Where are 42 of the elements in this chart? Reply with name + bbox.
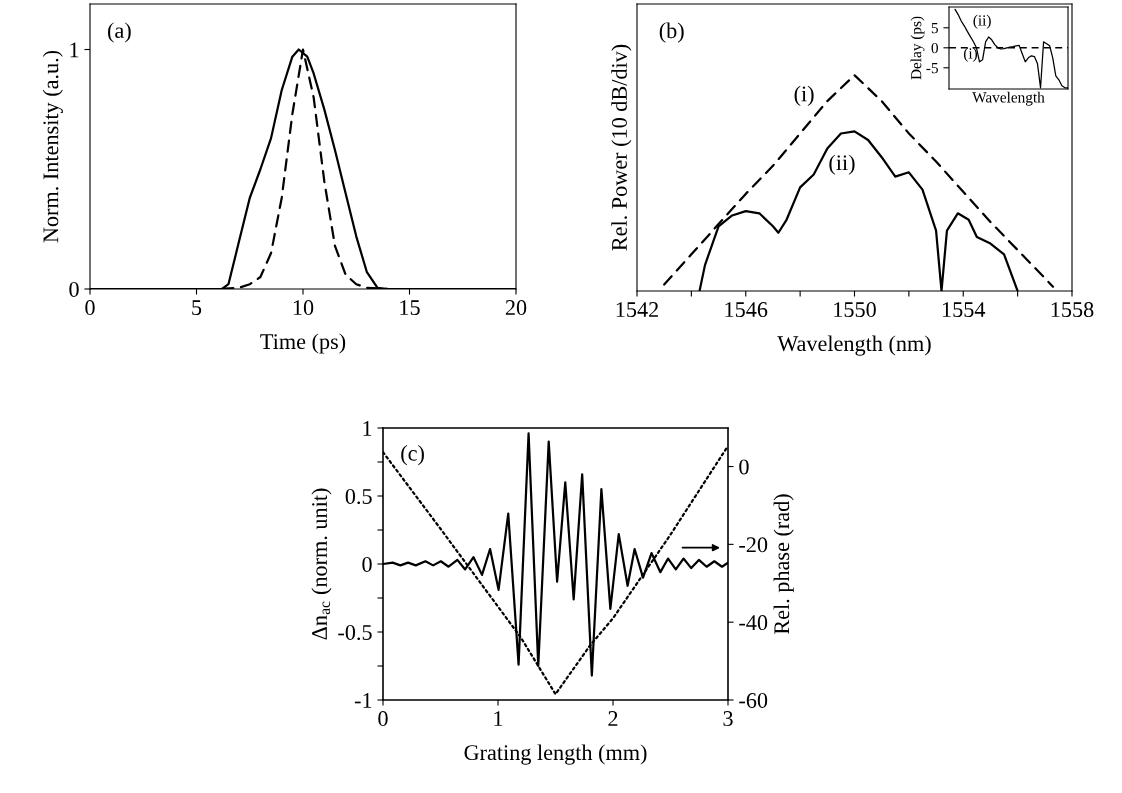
x-tick-label: 1: [494, 711, 503, 726]
y-tick-label: 0: [931, 42, 938, 54]
y-axis-title: Δn$_{ac}$ (norm. unit): [311, 488, 332, 640]
ref-line-label: (i): [963, 47, 978, 62]
x-tick-label: 1558: [1051, 302, 1094, 318]
x-tick-label: 1546: [725, 302, 768, 318]
x-axis-title: Wavelength: [972, 91, 1045, 106]
x-tick-label: 20: [505, 300, 527, 316]
x-tick-label: 0: [378, 711, 388, 727]
annotation: (c): [401, 445, 424, 466]
x-tick-label: 1554: [942, 302, 986, 318]
y-tick-label: 1: [363, 421, 372, 436]
x-axis-title: Grating length (mm): [464, 744, 647, 765]
y-tick-label: 5: [931, 23, 938, 34]
x-tick-label: 1550: [834, 302, 876, 318]
y2-tick-label: 0: [739, 459, 749, 475]
x-tick-label: 10: [293, 300, 314, 316]
x-tick-label: 5: [192, 300, 202, 316]
y-tick-label: -0.5: [338, 624, 372, 641]
annotation: (ii): [973, 14, 991, 29]
y2-tick-label: -60: [739, 692, 768, 708]
y2-tick-label: -20: [739, 537, 768, 553]
x-tick-label: 3: [723, 711, 733, 727]
y2-tick-label: -40: [739, 615, 768, 631]
y-axis-title: Rel. Power (10 dB/div): [611, 44, 632, 251]
text: (b): [659, 22, 684, 43]
y-axis-title: Norm. Intensity (a.u.): [42, 50, 63, 243]
annotation: (a): [108, 22, 131, 43]
y-axis-title: Delay (ps): [910, 16, 925, 80]
x-axis-title: Time (ps): [260, 333, 346, 354]
x-tick-label: 0: [85, 300, 95, 316]
annotation: (i): [794, 85, 814, 106]
y-tick-label: 0.5: [345, 488, 372, 505]
x-tick-label: 15: [400, 300, 420, 316]
x-tick-label: 2: [608, 711, 618, 726]
y-tick-label: -5: [926, 63, 938, 74]
x-axis-title: Wavelength (nm): [777, 335, 931, 356]
annotation: (ii): [829, 154, 855, 175]
x-tick-label: 1542: [616, 302, 658, 318]
y2-axis-title: Rel. phase (rad): [773, 494, 794, 635]
y-tick-label: 0: [362, 556, 372, 572]
y-tick-label: -1: [354, 693, 372, 708]
